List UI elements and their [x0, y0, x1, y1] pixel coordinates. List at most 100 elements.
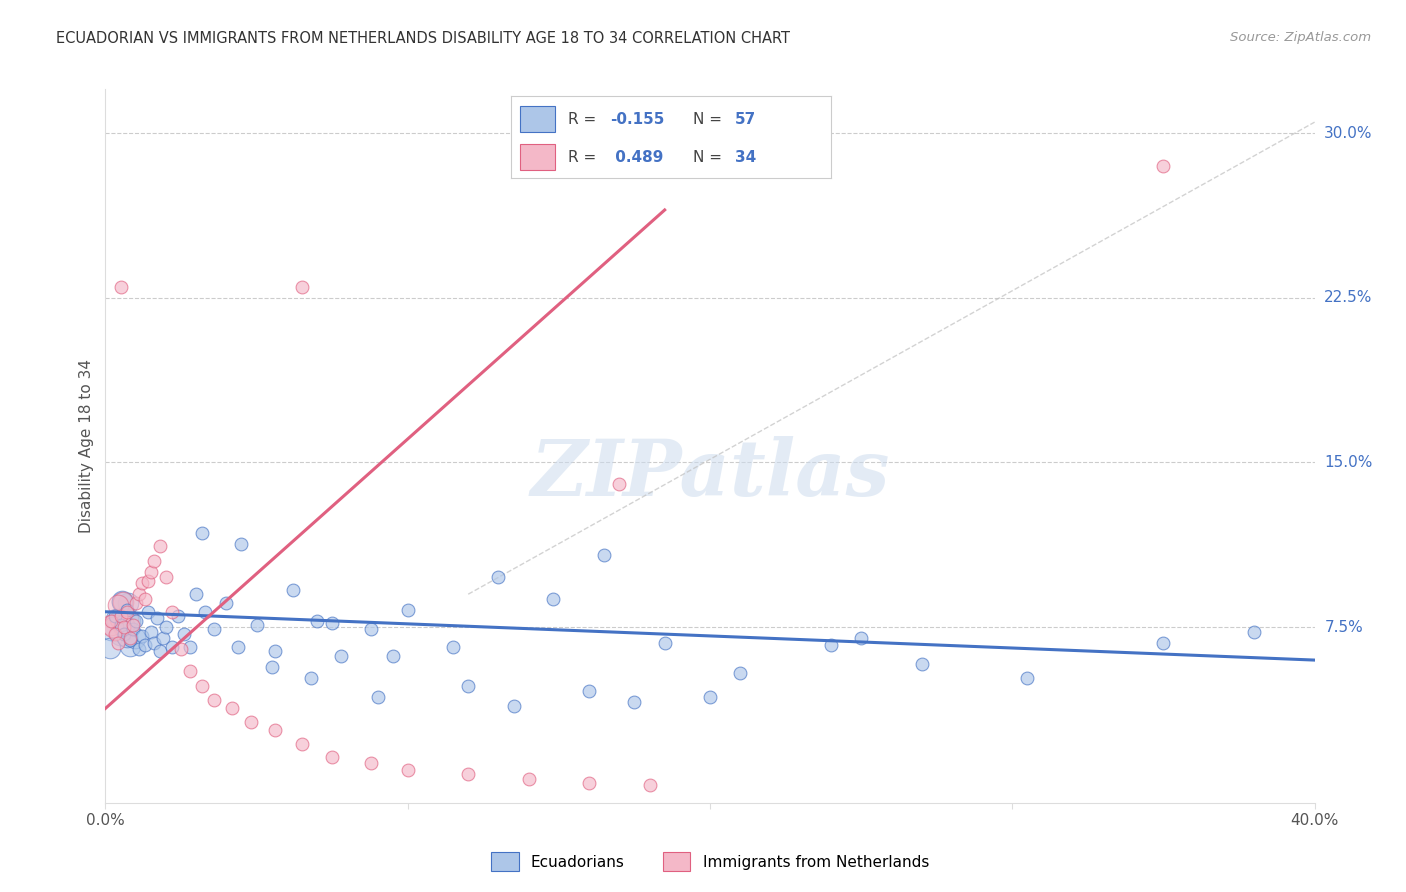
Point	[149, 539, 172, 553]
Point	[202, 692, 225, 706]
Point	[121, 623, 143, 637]
Point	[215, 596, 238, 610]
Point	[457, 680, 479, 694]
Point	[186, 587, 208, 601]
Point	[104, 612, 127, 626]
Point	[139, 624, 162, 639]
Point	[121, 618, 143, 632]
Point	[111, 594, 134, 608]
Point	[103, 626, 125, 640]
Point	[160, 605, 183, 619]
Point	[146, 611, 169, 625]
Point	[593, 548, 616, 562]
Point	[321, 749, 343, 764]
Point	[136, 574, 159, 588]
Text: 7.5%: 7.5%	[1324, 620, 1362, 634]
Point	[112, 626, 135, 640]
Point	[155, 620, 177, 634]
Point	[112, 620, 135, 634]
Text: Source: ZipAtlas.com: Source: ZipAtlas.com	[1230, 31, 1371, 45]
Point	[100, 623, 122, 637]
Point	[142, 554, 165, 568]
Point	[699, 690, 721, 705]
Point	[728, 666, 751, 681]
Point	[167, 609, 190, 624]
Point	[228, 640, 250, 654]
Text: 22.5%: 22.5%	[1324, 290, 1372, 305]
Point	[124, 596, 148, 610]
Y-axis label: Disability Age 18 to 34: Disability Age 18 to 34	[79, 359, 94, 533]
Point	[131, 629, 153, 643]
Point	[120, 615, 142, 629]
Point	[107, 599, 129, 613]
Point	[231, 537, 253, 551]
Point	[381, 648, 404, 663]
Point	[291, 280, 314, 294]
Text: ZIPatlas: ZIPatlas	[530, 436, 890, 513]
Point	[396, 602, 419, 616]
Point	[502, 699, 524, 714]
Legend: Ecuadorians, Immigrants from Netherlands: Ecuadorians, Immigrants from Netherlands	[485, 847, 935, 877]
Point	[609, 477, 631, 491]
Point	[911, 657, 934, 672]
Point	[103, 609, 125, 624]
Point	[142, 635, 165, 649]
Point	[100, 617, 122, 632]
Point	[152, 631, 174, 645]
Point	[441, 640, 464, 654]
Point	[179, 664, 201, 678]
Point	[849, 631, 872, 645]
Point	[457, 767, 479, 781]
Point	[100, 640, 122, 655]
Point	[131, 576, 153, 591]
Point	[107, 635, 129, 649]
Point	[117, 596, 139, 610]
Point	[321, 615, 343, 630]
Point	[111, 595, 134, 609]
Point	[245, 618, 267, 632]
Point	[108, 612, 131, 626]
Point	[191, 680, 214, 694]
Point	[173, 626, 195, 640]
Point	[1017, 671, 1039, 685]
Point	[578, 776, 600, 790]
Point	[134, 591, 156, 606]
Point	[112, 617, 135, 632]
Text: ECUADORIAN VS IMMIGRANTS FROM NETHERLANDS DISABILITY AGE 18 TO 34 CORRELATION CH: ECUADORIAN VS IMMIGRANTS FROM NETHERLAND…	[56, 31, 790, 46]
Point	[1243, 624, 1265, 639]
Point	[396, 763, 419, 777]
Point	[330, 648, 353, 663]
Point	[170, 642, 193, 657]
Point	[820, 638, 842, 652]
Point	[101, 620, 124, 634]
Point	[136, 605, 159, 619]
Point	[263, 644, 285, 658]
Point	[260, 659, 283, 673]
Point	[149, 644, 172, 658]
Point	[1153, 159, 1175, 173]
Point	[638, 778, 661, 792]
Point	[110, 627, 132, 641]
Point	[118, 639, 141, 653]
Point	[486, 569, 509, 583]
Point	[541, 591, 564, 606]
Point	[239, 714, 262, 729]
Point	[202, 623, 225, 637]
Point	[155, 569, 177, 583]
Point	[134, 638, 156, 652]
Point	[623, 695, 645, 709]
Point	[115, 631, 138, 645]
Point	[128, 642, 150, 657]
Point	[139, 566, 162, 580]
Point	[517, 772, 540, 786]
Point	[654, 635, 676, 649]
Point	[128, 587, 150, 601]
Point	[578, 683, 600, 698]
Point	[118, 633, 141, 648]
Point	[160, 640, 183, 654]
Point	[307, 614, 329, 628]
Point	[115, 605, 138, 619]
Point	[194, 605, 217, 619]
Point	[360, 623, 382, 637]
Point	[110, 609, 132, 624]
